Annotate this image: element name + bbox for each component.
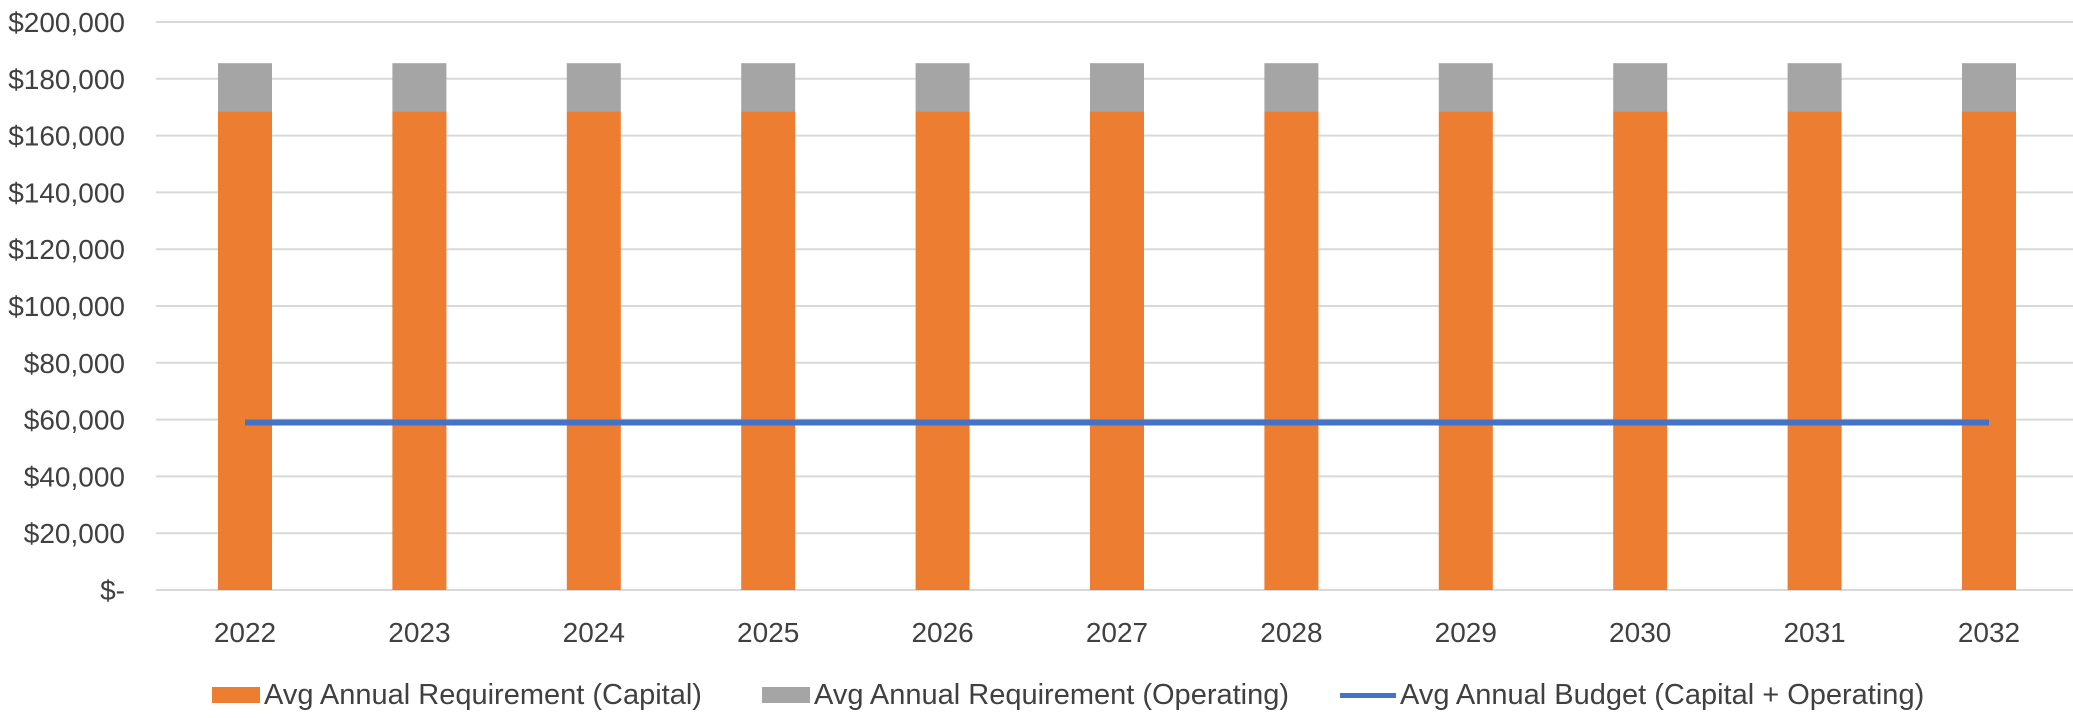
legend-item-budget: Avg Annual Budget (Capital + Operating) xyxy=(1340,672,1924,718)
y-tick-label: $180,000 xyxy=(8,64,125,95)
bar-capital xyxy=(1962,111,2016,590)
legend-label-capital: Avg Annual Requirement (Capital) xyxy=(264,679,702,712)
x-tick-label: 2027 xyxy=(1086,617,1148,648)
bar-operating xyxy=(1613,63,1667,111)
x-axis: 2022 2023 2024 2025 2026 2027 2028 2029 2030 2031… xyxy=(214,617,2020,648)
y-tick-label: $100,000 xyxy=(8,291,125,322)
x-tick-label: 2031 xyxy=(1783,617,1845,648)
x-tick-label: 2028 xyxy=(1260,617,1322,648)
x-tick-label: 2026 xyxy=(911,617,973,648)
bar-operating xyxy=(916,63,970,111)
legend-label-budget: Avg Annual Budget (Capital + Operating) xyxy=(1400,679,1924,712)
x-tick-label: 2025 xyxy=(737,617,799,648)
y-tick-label: $80,000 xyxy=(24,348,125,379)
y-tick-label: $120,000 xyxy=(8,234,125,265)
legend-swatch-capital xyxy=(212,687,260,703)
bar-operating xyxy=(392,63,446,111)
y-tick-label: $20,000 xyxy=(24,518,125,549)
bars xyxy=(218,63,2016,590)
bar-capital xyxy=(1788,111,1842,590)
x-tick-label: 2022 xyxy=(214,617,276,648)
bar-operating xyxy=(741,63,795,111)
legend: Avg Annual Requirement (Capital) Avg Ann… xyxy=(0,672,2073,718)
bar-capital xyxy=(1264,111,1318,590)
y-tick-label: $- xyxy=(100,575,125,606)
x-tick-label: 2029 xyxy=(1435,617,1497,648)
bar-capital xyxy=(1090,111,1144,590)
bar-capital xyxy=(1613,111,1667,590)
bar-capital xyxy=(218,111,272,590)
y-tick-label: $60,000 xyxy=(24,405,125,436)
bar-capital xyxy=(741,111,795,590)
y-tick-label: $40,000 xyxy=(24,461,125,492)
bar-operating xyxy=(1788,63,1842,111)
bar-operating xyxy=(1962,63,2016,111)
bar-operating xyxy=(1439,63,1493,111)
x-tick-label: 2030 xyxy=(1609,617,1671,648)
legend-swatch-budget xyxy=(1340,693,1396,698)
bar-operating xyxy=(1090,63,1144,111)
bar-operating xyxy=(1264,63,1318,111)
bar-capital xyxy=(392,111,446,590)
bar-operating xyxy=(218,63,272,111)
legend-item-capital: Avg Annual Requirement (Capital) xyxy=(212,672,702,718)
legend-label-operating: Avg Annual Requirement (Operating) xyxy=(814,679,1289,712)
y-tick-label: $140,000 xyxy=(8,177,125,208)
y-axis: $- $20,000 $40,000 $60,000 $80,000 $100,000 $1… xyxy=(8,7,125,606)
y-tick-label: $160,000 xyxy=(8,121,125,152)
bar-capital xyxy=(916,111,970,590)
bar-capital xyxy=(1439,111,1493,590)
x-tick-label: 2023 xyxy=(388,617,450,648)
y-tick-label: $200,000 xyxy=(8,7,125,38)
legend-swatch-operating xyxy=(762,687,810,703)
x-tick-label: 2024 xyxy=(563,617,625,648)
chart-plot: $- $20,000 $40,000 $60,000 $80,000 $100,000 $1… xyxy=(0,0,2073,672)
bar-operating xyxy=(567,63,621,111)
bar-capital xyxy=(567,111,621,590)
x-tick-label: 2032 xyxy=(1958,617,2020,648)
legend-item-operating: Avg Annual Requirement (Operating) xyxy=(762,672,1289,718)
